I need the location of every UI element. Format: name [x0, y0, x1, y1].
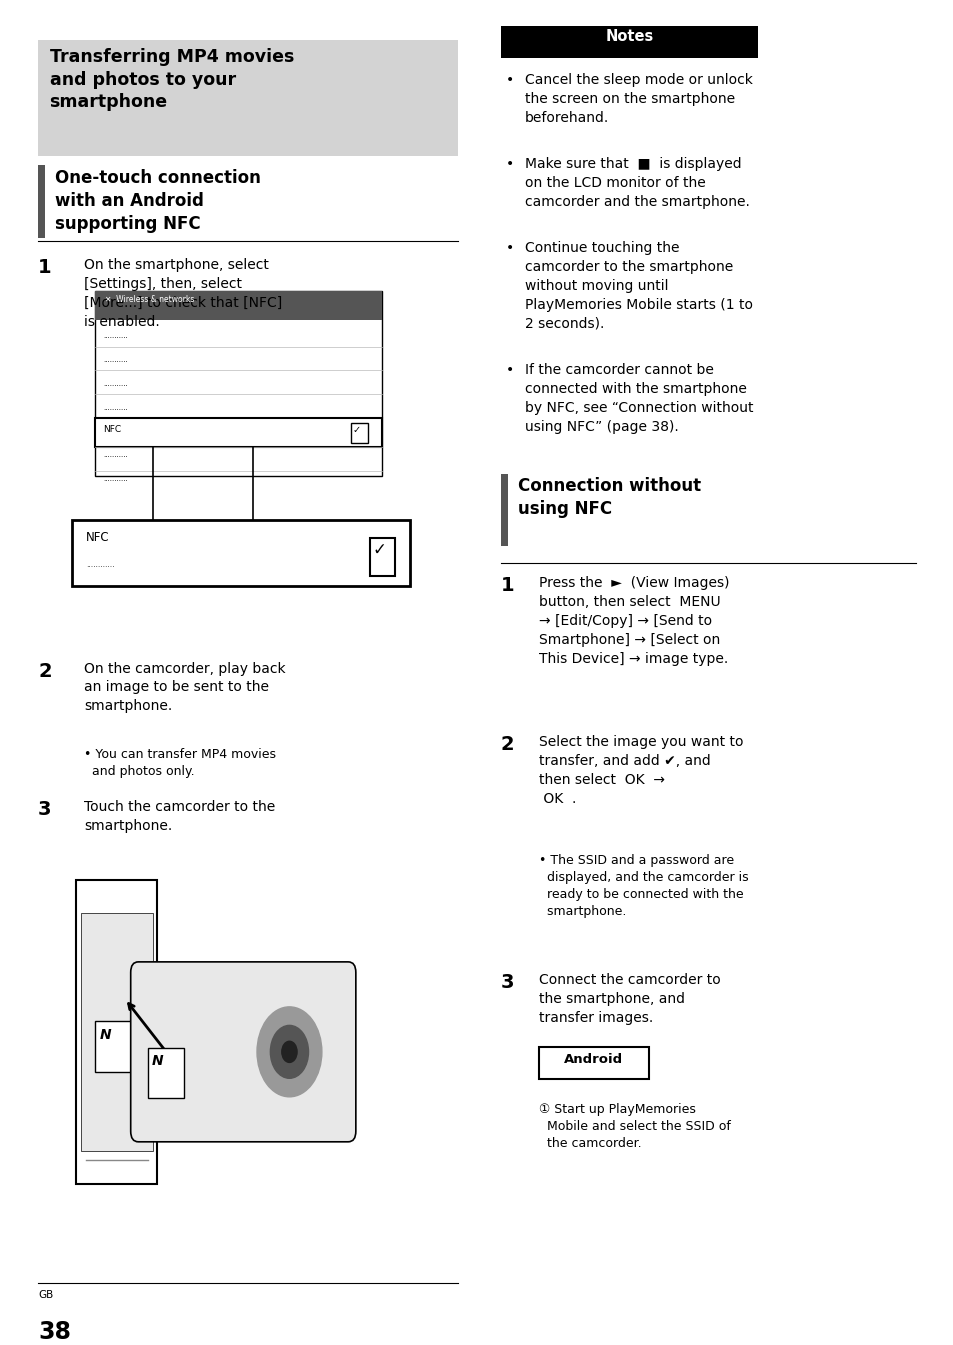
FancyBboxPatch shape	[131, 962, 355, 1142]
Bar	[370, 538, 395, 576]
Circle shape	[256, 1007, 321, 1096]
Text: Notes: Notes	[605, 30, 653, 44]
Bar	[38, 40, 457, 156]
Text: On the smartphone, select
[Settings], then, select
[More...] to check that [NFC]: On the smartphone, select [Settings], th…	[84, 258, 282, 328]
Text: Cancel the sleep mode or unlock
the screen on the smartphone
beforehand.: Cancel the sleep mode or unlock the scre…	[524, 73, 752, 125]
Bar	[95, 291, 381, 476]
Text: NFC: NFC	[86, 530, 110, 543]
Text: N: N	[99, 1028, 111, 1042]
Text: ① Start up PlayMemories
  Mobile and select the SSID of
  the camcorder.: ① Start up PlayMemories Mobile and selec…	[538, 1103, 730, 1150]
Text: •: •	[505, 363, 514, 377]
Text: • You can transfer MP4 movies
  and photos only.: • You can transfer MP4 movies and photos…	[84, 748, 275, 777]
Text: ...........: ...........	[103, 358, 128, 363]
Text: ✕  Wireless & networks: ✕ Wireless & networks	[105, 295, 194, 304]
Text: Connect the camcorder to
the smartphone, and
transfer images.: Connect the camcorder to the smartphone,…	[538, 974, 720, 1025]
Bar	[81, 913, 152, 1151]
Text: N: N	[152, 1054, 163, 1068]
Text: One-touch connection
with an Android
supporting NFC: One-touch connection with an Android sup…	[55, 169, 261, 233]
Text: •: •	[505, 241, 514, 254]
Text: Continue touching the
camcorder to the smartphone
without moving until
PlayMemor: Continue touching the camcorder to the s…	[524, 241, 752, 331]
Text: 38: 38	[38, 1321, 71, 1345]
Bar	[95, 1021, 132, 1072]
Text: ...........: ...........	[103, 405, 128, 410]
Text: ...........: ...........	[103, 476, 128, 483]
Text: 2: 2	[38, 662, 51, 681]
Text: •: •	[505, 157, 514, 171]
Bar	[538, 1048, 648, 1079]
Text: ✓: ✓	[353, 425, 361, 434]
Text: 1: 1	[38, 258, 51, 277]
Text: Make sure that  ■  is displayed
on the LCD monitor of the
camcorder and the smar: Make sure that ■ is displayed on the LCD…	[524, 157, 749, 208]
Text: Android: Android	[564, 1053, 622, 1065]
Text: If the camcorder cannot be
connected with the smartphone
by NFC, see “Connection: If the camcorder cannot be connected wit…	[524, 363, 753, 434]
Text: ...........: ...........	[103, 334, 128, 339]
Bar	[148, 1048, 184, 1098]
Bar	[76, 880, 157, 1184]
Text: ✓: ✓	[372, 541, 386, 560]
Text: • The SSID and a password are
  displayed, and the camcorder is
  ready to be co: • The SSID and a password are displayed,…	[538, 854, 748, 919]
Bar	[500, 27, 758, 58]
Bar	[500, 475, 507, 546]
Bar	[351, 424, 368, 444]
Text: 3: 3	[38, 800, 51, 819]
Text: ...........: ...........	[103, 381, 128, 387]
Text: Transferring MP4 movies
and photos to your
smartphone: Transferring MP4 movies and photos to yo…	[50, 47, 294, 112]
Text: ...........: ...........	[103, 452, 128, 459]
Bar	[71, 521, 410, 586]
Text: Connection without
using NFC: Connection without using NFC	[517, 477, 700, 518]
Text: Press the  ►  (View Images)
button, then select  MENU
→ [Edit/Copy] → [Send to
S: Press the ► (View Images) button, then s…	[538, 576, 729, 666]
Text: 2: 2	[500, 734, 514, 755]
Bar	[38, 165, 45, 238]
Text: ............: ............	[86, 560, 114, 569]
Circle shape	[270, 1025, 308, 1079]
Text: •: •	[505, 73, 514, 87]
Text: 3: 3	[500, 974, 514, 993]
Text: Select the image you want to
transfer, and add ✔, and
then select  OK  →
 OK  .: Select the image you want to transfer, a…	[538, 734, 742, 806]
Text: 1: 1	[500, 576, 514, 596]
Text: On the camcorder, play back
an image to be sent to the
smartphone.: On the camcorder, play back an image to …	[84, 662, 285, 713]
Text: NFC: NFC	[103, 425, 121, 433]
Text: Touch the camcorder to the
smartphone.: Touch the camcorder to the smartphone.	[84, 800, 274, 834]
Bar	[95, 418, 381, 447]
Text: GB: GB	[38, 1290, 53, 1301]
Circle shape	[281, 1041, 296, 1063]
Bar	[95, 291, 381, 320]
